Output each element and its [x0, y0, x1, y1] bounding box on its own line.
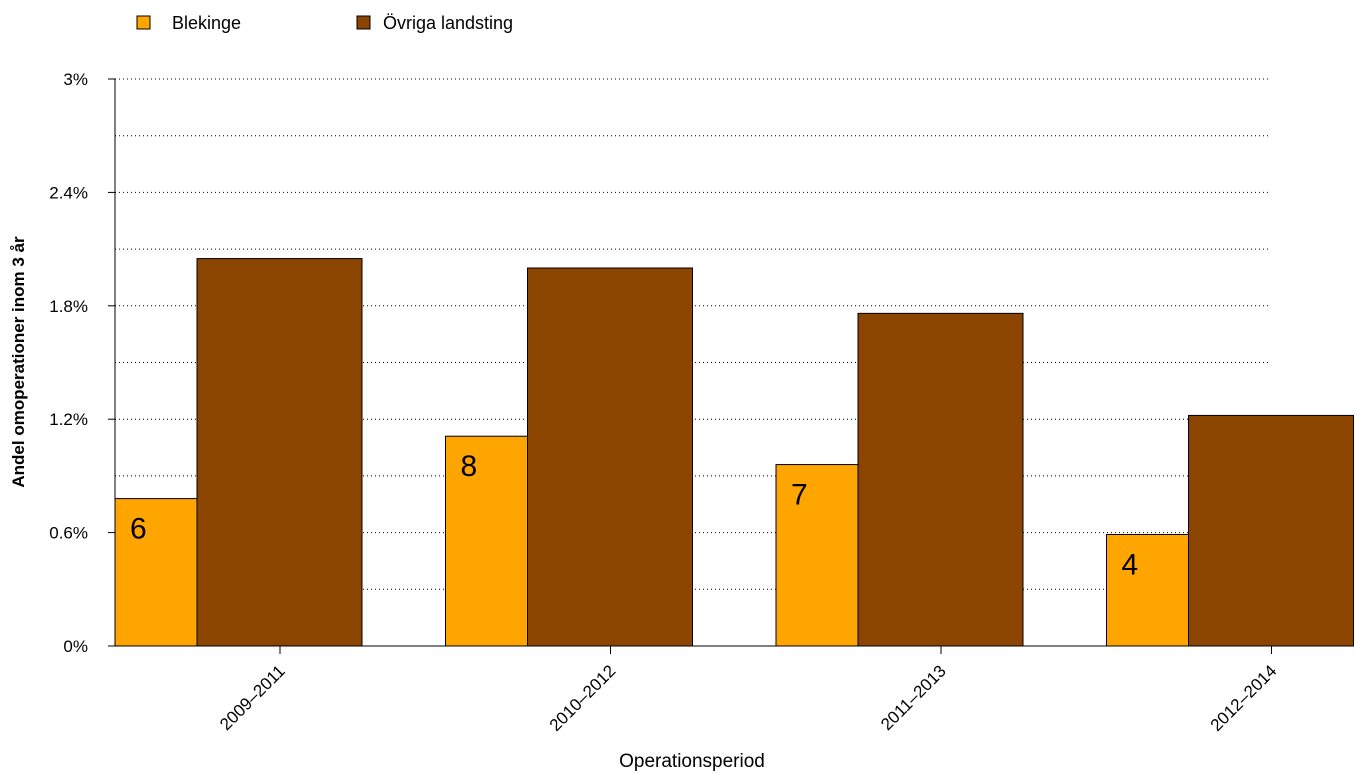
y-tick-label: 2.4%: [49, 183, 88, 202]
bar-blekinge: [114, 498, 198, 647]
x-tick-label: 2012–2014: [1207, 661, 1281, 735]
bar-ovriga-landsting: [857, 312, 1024, 647]
bar-count-labels: 6 8 7 4: [130, 450, 1138, 581]
legend-label-blekinge: Blekinge: [172, 13, 241, 33]
bar-count-label: 7: [791, 479, 808, 512]
y-tick-label: 3%: [63, 70, 88, 89]
bar-blekinge: [775, 464, 859, 647]
x-tick-label: 2011–2013: [877, 661, 950, 734]
legend-swatch-blekinge: [136, 15, 151, 30]
legend-label-ovriga: Övriga landsting: [383, 13, 513, 33]
x-tick-label: 2009–2011: [216, 661, 289, 734]
x-axis: 2009–2011 2010–2012 2011–2013 2012–2014: [115, 645, 1352, 735]
y-axis: 0% 0.6% 1.2% 1.8% 2.4% 3%: [49, 70, 116, 656]
bar-count-label: 4: [1122, 548, 1139, 581]
bar-count-label: 6: [130, 513, 147, 546]
bar-blekinge: [445, 435, 528, 647]
y-tick-label: 1.2%: [49, 410, 88, 429]
y-tick-label: 0.6%: [49, 524, 88, 543]
bars: [114, 258, 1354, 647]
bar-count-label: 8: [461, 450, 478, 483]
legend-swatch-ovriga: [356, 15, 371, 30]
bar-blekinge: [1106, 533, 1189, 647]
legend: Blekinge Övriga landsting: [136, 13, 513, 33]
y-axis-title: Andel omoperationer inom 3 år: [9, 236, 28, 488]
y-tick-label: 1.8%: [49, 297, 88, 316]
y-tick-label: 0%: [63, 637, 88, 656]
x-tick-label: 2010–2012: [546, 661, 620, 735]
x-axis-title: Operationsperiod: [619, 751, 765, 772]
bar-ovriga-landsting: [196, 258, 363, 647]
bar-ovriga-landsting: [527, 267, 693, 647]
bar-ovriga-landsting: [1188, 414, 1354, 647]
